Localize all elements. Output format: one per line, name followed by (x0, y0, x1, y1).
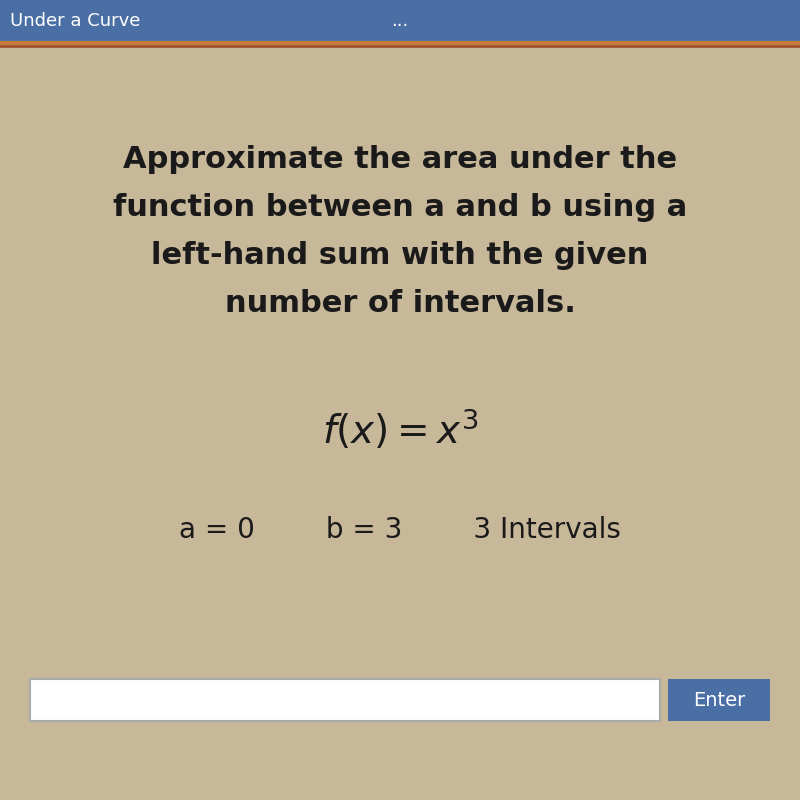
Text: left-hand sum with the given: left-hand sum with the given (151, 242, 649, 270)
FancyBboxPatch shape (668, 679, 770, 721)
Text: function between a and b using a: function between a and b using a (113, 194, 687, 222)
Text: ...: ... (391, 12, 409, 30)
Text: Approximate the area under the: Approximate the area under the (123, 146, 677, 174)
Text: a = 0        b = 3        3 Intervals: a = 0 b = 3 3 Intervals (179, 516, 621, 544)
Text: number of intervals.: number of intervals. (225, 290, 575, 318)
Text: Under a Curve: Under a Curve (10, 12, 140, 30)
FancyBboxPatch shape (0, 0, 800, 42)
Text: $f(x) = x^3$: $f(x) = x^3$ (322, 408, 478, 452)
FancyBboxPatch shape (30, 679, 660, 721)
Text: Enter: Enter (693, 690, 745, 710)
